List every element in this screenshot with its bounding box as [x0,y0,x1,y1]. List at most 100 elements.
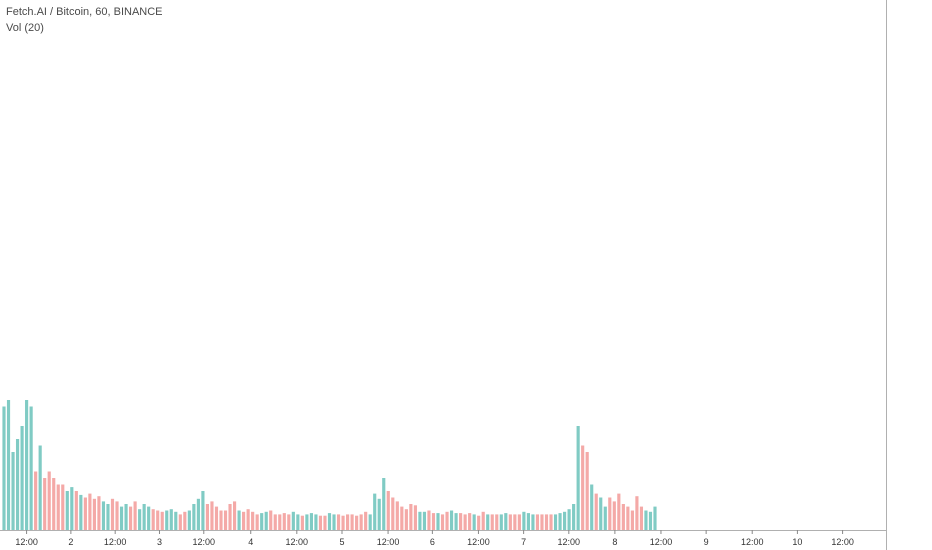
volume-bar [296,514,300,530]
volume-bar [38,445,42,530]
volume-bar [563,511,567,530]
volume-bar [210,501,214,530]
price-axis[interactable]: 0.000125000.000120000.000115000.00011000… [886,0,932,550]
volume-bar [142,504,146,530]
volume-bar [449,510,454,530]
x-tick-label: 12:00 [558,537,581,547]
volume-bar [391,497,395,530]
volume-legend: Vol (20) [6,22,44,34]
volume-bar [242,511,246,530]
x-tick-label: 12:00 [831,537,854,547]
volume-bar [472,514,476,530]
volume-bar [232,501,237,530]
volume-bar [6,400,11,530]
volume-bar [119,506,124,530]
volume-bar [377,498,381,530]
volume-bar [355,515,359,530]
volume-bar [608,497,612,530]
volume-bar [386,491,390,530]
volume-bar [70,487,74,530]
volume-bar [174,511,178,530]
volume-bar [445,511,449,530]
volume-bar [576,426,580,530]
volume-bar [88,493,92,530]
x-tick-label: 12:00 [467,537,490,547]
volume-bar [594,493,598,530]
volume-bar [599,497,603,530]
volume-bar [531,514,535,530]
volume-bar [165,510,169,530]
volume-bar [612,501,616,530]
volume-bar [196,498,200,530]
volume-bar [463,514,467,530]
volume-bar [504,513,508,530]
volume-bar [156,510,160,530]
volume-bar [260,513,264,530]
volume-bar [20,426,24,530]
volume-bar [264,511,268,530]
volume-bar [508,514,512,530]
volume-bar [585,452,589,530]
time-axis[interactable]: 12:00 2 12:00 3 12:00 4 12:00 5 12:00 6 12:00 7 12:0… [0,530,886,547]
volume-bar [648,511,653,530]
volume-bar [621,504,625,530]
volume-bar [323,515,327,530]
volume-bar [223,510,228,530]
volume-bar [639,506,644,530]
volume-bar [124,504,128,530]
volume-bar [52,478,56,530]
volume-bar [359,514,363,530]
volume-bar [454,513,458,530]
volume-bar [110,498,115,530]
x-tick-label: 12:00 [193,537,216,547]
volume-bar [29,406,33,530]
volume-bar [544,514,549,530]
x-tick-label: 10 [792,537,802,547]
volume-bar [653,506,657,530]
volume-bar [138,509,142,530]
x-tick-label: 2 [68,537,73,547]
volume-bar [237,510,241,530]
x-tick-label: 12:00 [377,537,400,547]
volume-bar [459,513,463,530]
volume-bar [364,511,368,530]
volume-bar [309,513,313,530]
volume-bar [436,513,440,530]
volume-bar [228,504,232,530]
volume-bar [251,511,255,530]
volume-bar [178,514,182,530]
volume-bar [495,514,499,530]
volume-bar [25,400,29,530]
volume-bar [630,510,634,530]
volume-bar [282,513,286,530]
volume-bar [273,514,277,530]
volume-bar [553,514,558,530]
volume-bar [617,493,621,530]
x-tick-label: 12:00 [15,537,38,547]
volume-bar [427,510,431,530]
volume-bar [147,506,151,530]
volume-bar [526,513,530,530]
x-tick-label: 12:00 [741,537,764,547]
volume-bar [535,514,540,530]
volume-bar [291,511,295,530]
x-tick-label: 6 [430,537,435,547]
x-tick-label: 4 [248,537,253,547]
volume-bar [440,514,445,530]
volume-bar [187,510,191,530]
volume-bar [287,514,291,530]
volume-bar [97,496,101,530]
volume-bar [219,510,223,530]
volume-bar [183,511,187,530]
volume-bar [373,493,377,530]
volume-bar [305,514,309,530]
volume-bar [201,491,205,530]
volume-bar [572,504,576,530]
volume-bar [278,514,282,530]
volume-bar [269,510,273,530]
volume-bar [431,513,436,530]
volume-bar [106,504,110,530]
volume-bar [590,484,594,530]
volume-bar [400,506,404,530]
